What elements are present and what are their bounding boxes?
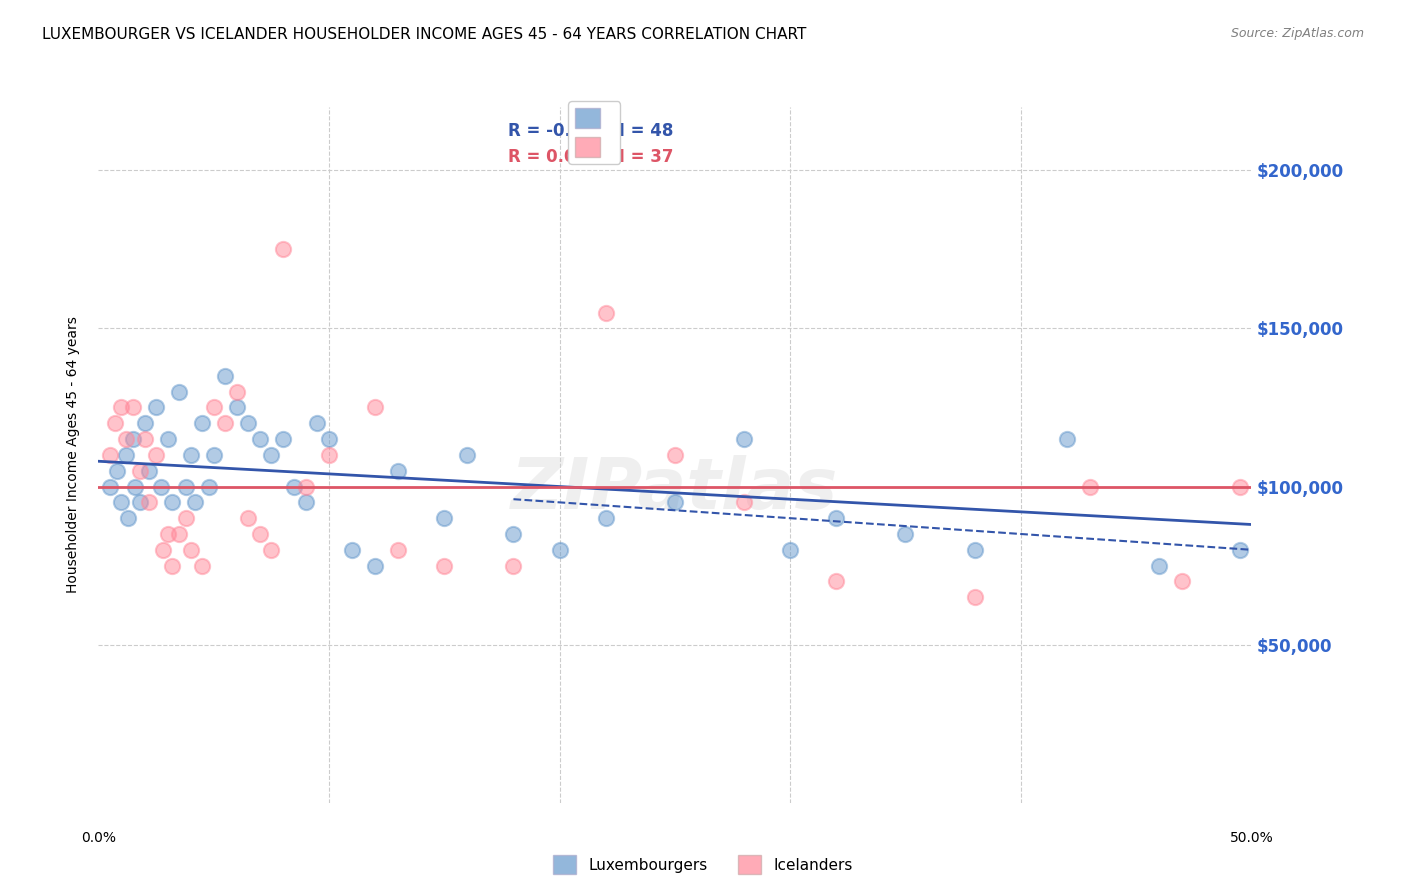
- Point: [134, 432, 156, 446]
- Point: [98, 448, 121, 462]
- Point: [825, 511, 848, 525]
- Point: [180, 448, 202, 462]
- Point: [238, 511, 260, 525]
- Point: [1229, 542, 1251, 557]
- Point: [202, 401, 225, 415]
- Text: Source: ZipAtlas.com: Source: ZipAtlas.com: [1230, 27, 1364, 40]
- Point: [191, 558, 214, 573]
- Text: N = 48: N = 48: [612, 122, 673, 140]
- Point: [364, 558, 387, 573]
- Point: [249, 432, 271, 446]
- Point: [103, 417, 125, 431]
- Point: [1171, 574, 1194, 589]
- Point: [117, 511, 139, 525]
- Point: [225, 401, 247, 415]
- Point: [664, 495, 686, 509]
- Point: [340, 542, 363, 557]
- Point: [963, 591, 986, 605]
- Point: [295, 495, 318, 509]
- Point: [387, 464, 409, 478]
- Point: [548, 542, 571, 557]
- Point: [167, 384, 190, 399]
- Point: [152, 542, 174, 557]
- Point: [260, 448, 283, 462]
- Point: [1078, 479, 1101, 493]
- Point: [110, 495, 132, 509]
- Point: [1056, 432, 1078, 446]
- Point: [1147, 558, 1170, 573]
- Text: 0.0%: 0.0%: [82, 830, 115, 845]
- Point: [825, 574, 848, 589]
- Text: N = 37: N = 37: [612, 148, 673, 166]
- Point: [134, 417, 156, 431]
- Point: [502, 558, 524, 573]
- Point: [733, 495, 755, 509]
- Point: [149, 479, 172, 493]
- Point: [1229, 479, 1251, 493]
- Point: [433, 558, 456, 573]
- Point: [122, 432, 145, 446]
- Point: [283, 479, 305, 493]
- Point: [456, 448, 478, 462]
- Point: [174, 479, 197, 493]
- Legend: , : ,: [568, 102, 620, 164]
- Point: [202, 448, 225, 462]
- Point: [129, 495, 152, 509]
- Point: [98, 479, 121, 493]
- Point: [271, 243, 294, 257]
- Point: [145, 401, 167, 415]
- Point: [122, 401, 145, 415]
- Legend: Luxembourgers, Icelanders: Luxembourgers, Icelanders: [547, 849, 859, 880]
- Point: [307, 417, 329, 431]
- Point: [184, 495, 207, 509]
- Point: [191, 417, 214, 431]
- Point: [364, 401, 387, 415]
- Point: [963, 542, 986, 557]
- Point: [260, 542, 283, 557]
- Point: [115, 448, 138, 462]
- Point: [198, 479, 221, 493]
- Text: ZIPatlas: ZIPatlas: [512, 455, 838, 524]
- Text: R = 0.000: R = 0.000: [508, 148, 598, 166]
- Point: [180, 542, 202, 557]
- Point: [318, 448, 340, 462]
- Point: [138, 464, 160, 478]
- Text: LUXEMBOURGER VS ICELANDER HOUSEHOLDER INCOME AGES 45 - 64 YEARS CORRELATION CHAR: LUXEMBOURGER VS ICELANDER HOUSEHOLDER IN…: [42, 27, 807, 42]
- Point: [595, 511, 617, 525]
- Point: [174, 511, 197, 525]
- Point: [145, 448, 167, 462]
- Point: [110, 401, 132, 415]
- Point: [214, 417, 236, 431]
- Point: [160, 558, 183, 573]
- Point: [779, 542, 801, 557]
- Point: [138, 495, 160, 509]
- Text: R = -0.145: R = -0.145: [508, 122, 605, 140]
- Point: [249, 527, 271, 541]
- Point: [167, 527, 190, 541]
- Point: [129, 464, 152, 478]
- Point: [733, 432, 755, 446]
- Point: [124, 479, 146, 493]
- Point: [295, 479, 318, 493]
- Point: [502, 527, 524, 541]
- Point: [115, 432, 138, 446]
- Point: [318, 432, 340, 446]
- Point: [664, 448, 686, 462]
- Text: 50.0%: 50.0%: [1229, 830, 1274, 845]
- Point: [156, 527, 179, 541]
- Point: [156, 432, 179, 446]
- Y-axis label: Householder Income Ages 45 - 64 years: Householder Income Ages 45 - 64 years: [66, 317, 80, 593]
- Point: [238, 417, 260, 431]
- Point: [894, 527, 917, 541]
- Point: [387, 542, 409, 557]
- Point: [433, 511, 456, 525]
- Point: [595, 305, 617, 319]
- Point: [214, 368, 236, 383]
- Point: [160, 495, 183, 509]
- Point: [225, 384, 247, 399]
- Point: [105, 464, 128, 478]
- Point: [271, 432, 294, 446]
